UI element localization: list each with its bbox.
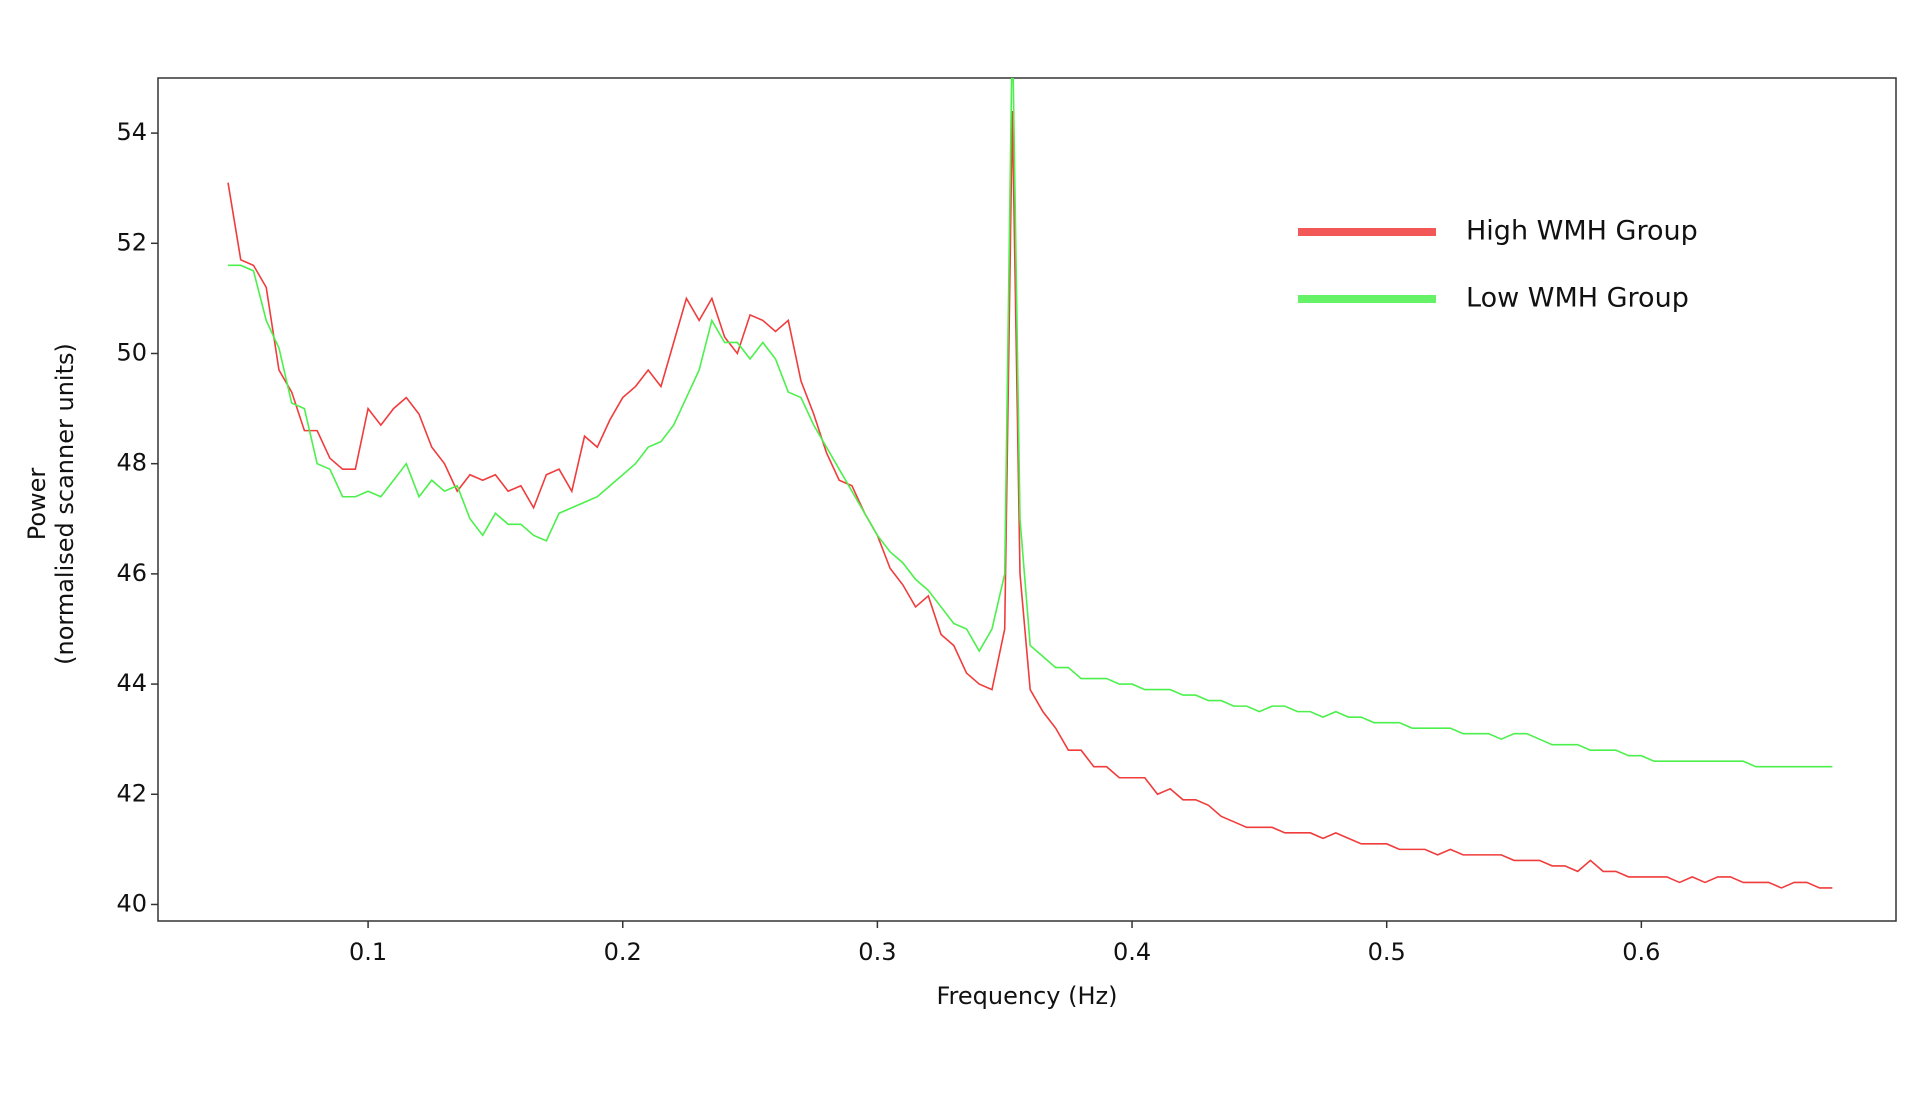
x-tick-label: 0.4 — [1113, 938, 1151, 966]
y-tick-label: 40 — [116, 889, 147, 917]
y-tick-label: 42 — [116, 779, 147, 807]
y-tick-label: 52 — [116, 228, 147, 256]
y-tick-label: 44 — [116, 669, 147, 697]
y-axis-title: (normalised scanner units) — [51, 343, 79, 665]
x-axis-title: Frequency (Hz) — [937, 982, 1118, 1010]
y-tick-label: 54 — [116, 118, 147, 146]
legend-label: High WMH Group — [1466, 216, 1698, 247]
y-tick-label: 48 — [116, 449, 147, 477]
plot-frame — [157, 77, 1897, 922]
x-tick-label: 0.5 — [1368, 938, 1406, 966]
y-tick-label: 46 — [116, 559, 147, 587]
x-tick-label: 0.1 — [349, 938, 387, 966]
data-line — [227, 111, 1833, 889]
data-line — [228, 78, 1833, 768]
x-tick-label: 0.3 — [858, 938, 896, 966]
x-tick-label: 0.6 — [1622, 938, 1660, 966]
y-tick-label: 50 — [116, 338, 147, 366]
x-tick-label: 0.2 — [604, 938, 642, 966]
y-axis-title: Power — [23, 468, 51, 541]
legend-label: Low WMH Group — [1466, 283, 1689, 314]
